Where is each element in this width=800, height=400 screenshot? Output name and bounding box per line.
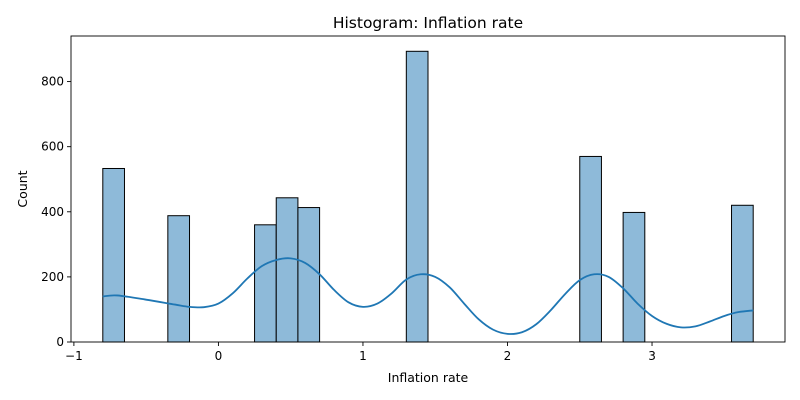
x-axis-label: Inflation rate: [388, 370, 469, 385]
kde-curve: [102, 257, 754, 335]
y-tick-label: 0: [56, 335, 64, 349]
x-tick-label: 3: [648, 349, 656, 363]
x-tick-label: 0: [215, 349, 223, 363]
y-tick-label: 800: [41, 75, 64, 89]
plot-area: [70, 35, 786, 343]
histogram-bar-1: [167, 215, 191, 343]
y-tick-label: 600: [41, 140, 64, 154]
histogram-bar-6: [579, 155, 602, 343]
histogram-bar-4: [297, 207, 321, 343]
y-tick-label: 200: [41, 270, 64, 284]
chart-title: Histogram: Inflation rate: [333, 14, 523, 32]
x-tick-label: −1: [65, 349, 83, 363]
y-axis-label: Count: [15, 170, 30, 207]
histogram-bar-0: [102, 167, 125, 343]
histogram-bar-7: [622, 211, 646, 343]
y-axis-ticks: 0 200 400 600 800: [41, 75, 71, 349]
histogram-bar-2: [254, 224, 277, 343]
histogram-bar-3: [275, 197, 299, 343]
bars-group: [102, 50, 754, 343]
plot-frame: [70, 35, 786, 343]
x-tick-label: 2: [504, 349, 512, 363]
histogram-bar-5: [405, 50, 429, 343]
y-tick-label: 400: [41, 205, 64, 219]
x-tick-label: 1: [359, 349, 367, 363]
x-axis-ticks: −1 0 1 2 3: [65, 342, 656, 363]
histogram-bar-8: [731, 204, 754, 343]
